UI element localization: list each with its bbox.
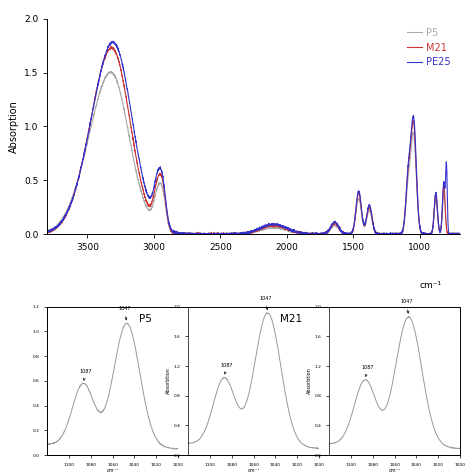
X-axis label: cm⁻¹: cm⁻¹ (389, 468, 401, 473)
Line: P5: P5 (47, 72, 460, 234)
Text: 1047: 1047 (118, 306, 131, 320)
P5 (108, 69, 113, 74)
M21 (53, 226, 58, 231)
PE25 (53, 225, 58, 231)
P5 (299, 230, 304, 236)
M21 (109, 44, 114, 49)
M21 (456, 231, 462, 237)
PE25 (281, 224, 287, 229)
M21 (281, 225, 286, 231)
P5 (385, 231, 391, 237)
M21 (97, 74, 102, 80)
PE25 (385, 231, 391, 237)
Legend: P5, M21, PE25: P5, M21, PE25 (403, 24, 455, 71)
Line: M21: M21 (47, 46, 460, 234)
P5 (45, 228, 50, 234)
Y-axis label: Absorbtion: Absorbtion (307, 367, 312, 394)
PE25 (45, 228, 50, 234)
M21 (45, 229, 50, 235)
PE25 (410, 116, 416, 121)
PE25 (457, 231, 463, 237)
Text: P5: P5 (139, 314, 152, 324)
M21 (299, 229, 304, 235)
X-axis label: cm⁻¹: cm⁻¹ (247, 468, 260, 473)
Text: 1047: 1047 (400, 299, 413, 313)
Y-axis label: Absorbtion: Absorbtion (166, 367, 171, 394)
Text: 1087: 1087 (361, 365, 374, 376)
Text: M21: M21 (280, 314, 302, 324)
P5 (53, 224, 58, 230)
P5 (410, 132, 415, 137)
P5 (97, 90, 102, 95)
Text: 1087: 1087 (220, 363, 233, 374)
Text: 1087: 1087 (79, 369, 91, 380)
Y-axis label: Absorption: Absorption (9, 100, 18, 153)
PE25 (109, 38, 115, 44)
M21 (385, 231, 391, 237)
PE25 (299, 230, 304, 236)
M21 (457, 231, 463, 237)
P5 (281, 227, 286, 233)
Text: 1047: 1047 (259, 296, 272, 310)
X-axis label: cm⁻¹: cm⁻¹ (107, 468, 118, 473)
Line: PE25: PE25 (47, 41, 460, 234)
Text: cm⁻¹: cm⁻¹ (420, 282, 442, 291)
P5 (457, 231, 463, 237)
PE25 (97, 74, 103, 80)
P5 (456, 231, 462, 237)
M21 (410, 120, 415, 126)
